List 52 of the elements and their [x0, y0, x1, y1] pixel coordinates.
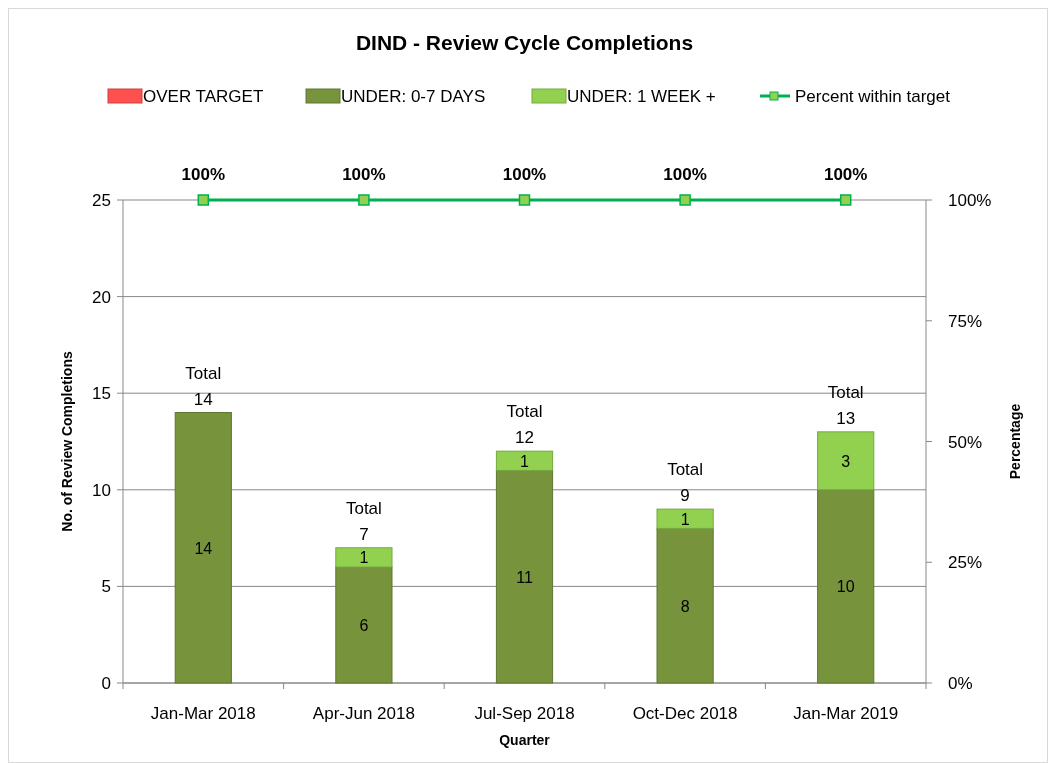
data-label: 100% [663, 165, 707, 184]
data-label: 1 [680, 510, 690, 528]
x-tick-label: Jan-Mar 2019 [793, 704, 899, 723]
y-tick-label: 15 [92, 384, 111, 404]
total-label: Total 14 [185, 363, 222, 409]
total-label: Total 9 [667, 460, 704, 506]
data-label: 1 [359, 549, 369, 567]
x-axis-title: Quarter [499, 732, 551, 748]
chart-title: DIND - Review Cycle Completions [355, 31, 694, 54]
y-tick-label: 5 [101, 577, 111, 597]
data-label: 14 [194, 539, 213, 557]
y-tick-label: 0 [101, 674, 111, 693]
y-tick-label: 25 [92, 191, 111, 210]
total-label: Total 13 [827, 382, 864, 428]
x-tick-label: Oct-Dec 2018 [632, 704, 738, 723]
y2-tick-label: 75% [948, 311, 983, 331]
bar [335, 566, 393, 684]
legend-label: UNDER: 1 WEEK + [567, 87, 716, 106]
y2-axis-title: Percentage [1007, 403, 1023, 480]
legend-label: UNDER: 0-7 DAYS [341, 87, 486, 106]
data-label: 1 [520, 452, 530, 470]
y2-tick-label: 100% [948, 191, 992, 210]
y2-tick-label: 0% [948, 674, 973, 693]
data-label: 3 [841, 452, 851, 470]
x-tick-label: Jan-Mar 2018 [150, 704, 256, 723]
y2-tick-label: 50% [948, 432, 983, 452]
bar [495, 450, 554, 471]
y2-tick-label: 25% [948, 553, 983, 573]
bar [817, 489, 875, 684]
bar [656, 508, 714, 529]
data-label: 8 [680, 597, 690, 615]
bar [495, 469, 554, 684]
y-axis-title: No. of Review Completions [59, 351, 75, 532]
total-label: Total 12 [506, 402, 543, 448]
legend-label: OVER TARGET [143, 87, 264, 106]
y-tick-label: 20 [92, 287, 111, 307]
data-label: 11 [516, 568, 533, 586]
data-label: 100% [181, 165, 226, 184]
data-label: 100% [342, 165, 386, 184]
bar [174, 412, 232, 684]
total-label: Total 7 [345, 498, 382, 544]
x-tick-label: Apr-Jun 2018 [312, 704, 415, 723]
x-tick-label: Jul-Sep 2018 [474, 704, 575, 723]
data-label: 100% [502, 165, 547, 184]
y-tick-label: 10 [92, 480, 111, 500]
data-label: 10 [836, 578, 855, 596]
bar [335, 547, 393, 568]
legend-label: Percent within target [795, 87, 951, 106]
data-label: 100% [823, 165, 868, 184]
bar [817, 431, 875, 491]
bar [656, 527, 714, 684]
data-label: 6 [359, 617, 369, 635]
